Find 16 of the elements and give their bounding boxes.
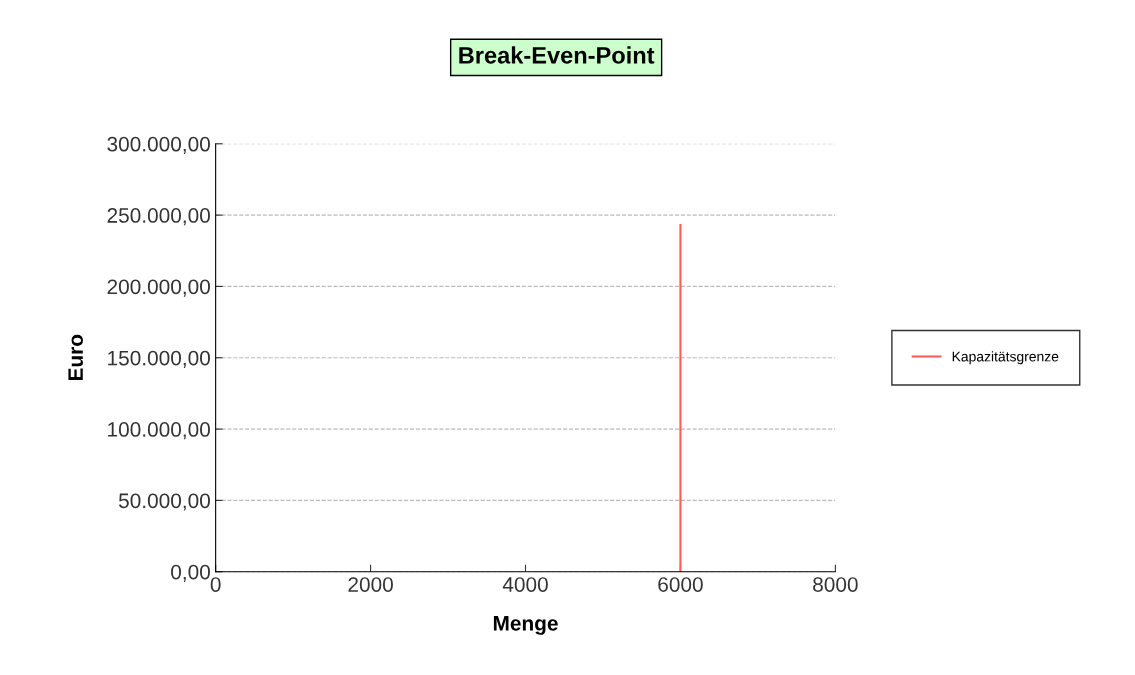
x-tick-label: 0 <box>210 577 221 592</box>
x-tick-label: 6000 <box>658 577 703 592</box>
x-tick-label: 2000 <box>348 577 393 592</box>
x-axis-title: Menge <box>493 616 558 635</box>
y-tick-label: 0,00 <box>171 564 210 582</box>
y-tick-label: 100.000,00 <box>108 422 210 440</box>
y-tick-label: 150.000,00 <box>108 350 210 368</box>
y-tick-label: 300.000,00 <box>107 136 210 154</box>
y-tick-label: 200.000,00 <box>107 279 210 297</box>
legend-label: Kapazitätsgrenze <box>952 351 1059 365</box>
chart-title: Break-Even-Point <box>459 46 655 64</box>
x-tick-label: 8000 <box>813 577 858 592</box>
x-tick-label: 4000 <box>502 577 548 592</box>
y-tick-label: 50.000,00 <box>118 493 210 511</box>
y-tick-label: 250.000,00 <box>107 208 210 226</box>
y-axis-title: Euro <box>68 334 83 381</box>
